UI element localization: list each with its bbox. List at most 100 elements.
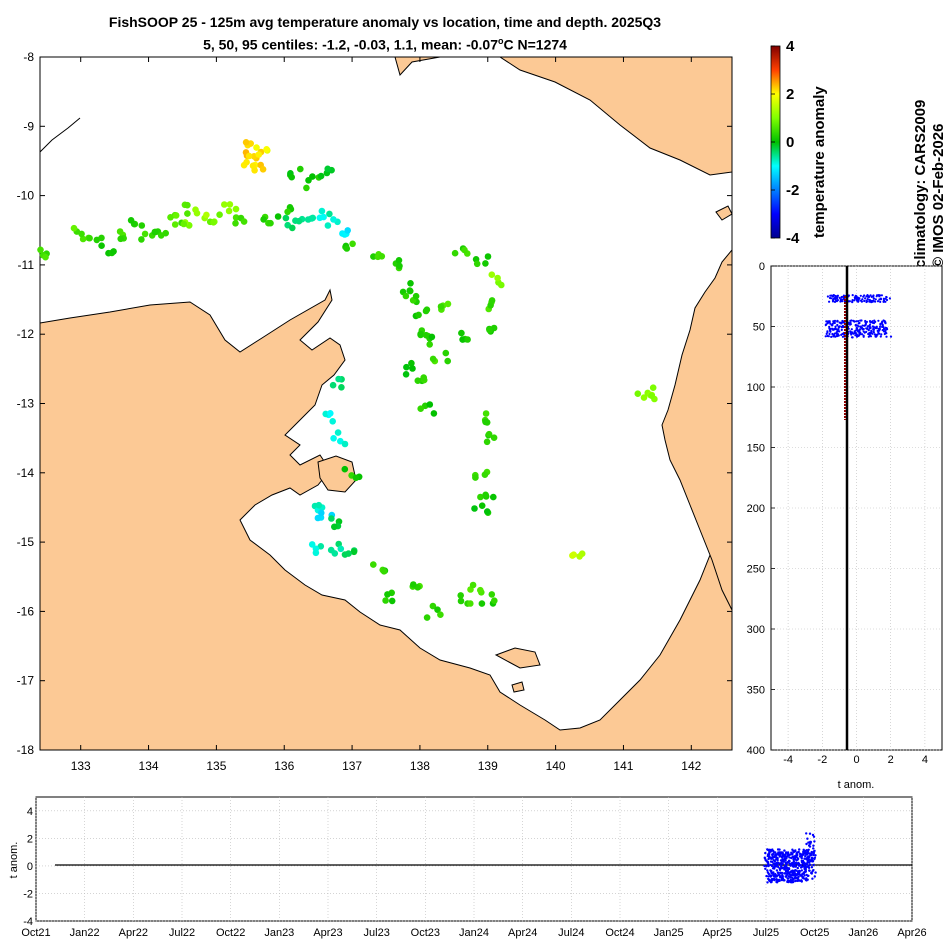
map-observation-point [349,240,356,248]
map-observation-point [649,384,657,392]
depth-observation-point [882,299,886,302]
map-observation-point [469,581,477,589]
map-observation-point [242,139,250,146]
depth-observation-point [840,295,843,299]
credit-label: © IMOS 02-Feb-2026 [930,124,947,268]
time-observation-point [767,848,770,852]
map-observation-point [203,211,210,219]
map-observation-point [303,184,310,192]
time-observation-point [809,840,812,844]
map-observation-point [295,217,303,225]
time-observation-point [768,850,771,854]
depth-observation-point [884,322,887,325]
map-observation-point [482,410,490,417]
time-observation-point [804,878,808,882]
time-observation-point [784,865,788,868]
map-observation-point [417,405,425,413]
map-observation-point [318,509,325,517]
depth-xtick-label: -4 [783,754,793,766]
map-observation-point [117,235,124,243]
depth-observation-point [875,327,878,330]
map-observation-point [423,614,431,621]
depth-observation-point [833,300,837,303]
time-observation-point [807,855,811,859]
lon-tick-label: 141 [613,759,633,773]
time-observation-point [813,857,816,861]
map-observation-point [255,151,263,158]
depth-observation-point [882,330,886,333]
map-observation-point [396,262,403,270]
map-observation-point [184,210,191,217]
map-observation-point [309,214,317,222]
map-observation-point [210,219,217,226]
time-observation-point [786,861,789,864]
map-observation-point [138,222,146,229]
colorbar-tick-label: 0 [786,134,794,151]
map-observation-point [317,172,325,180]
time-observation-point [805,849,808,852]
depth-observation-point [859,325,862,328]
map-observation-point [429,602,437,610]
time-observation-point [814,871,817,874]
depth-observation-point [836,323,839,327]
time-observation-point [774,865,777,868]
depth-observation-point [866,298,869,301]
depth-observation-point [876,333,879,336]
degree-mark: o [498,36,504,46]
time-observation-point [789,864,792,867]
time-ytick-label: 2 [27,833,33,845]
time-y-axis: 4 2 0 -2 -4 [23,806,33,928]
map-observation-point [481,471,489,479]
depth-observation-point [851,299,854,302]
map-observation-point [171,221,179,228]
depth-observation-point [854,329,857,332]
time-observation-point [814,854,817,857]
map-observation-point [274,213,282,220]
time-observation-point [785,855,788,858]
map-observation-point [328,515,335,522]
depth-observation-point [866,327,869,330]
time-observation-point [776,871,780,874]
map-observation-point [378,252,386,260]
map-observation-point [232,214,240,221]
map-observation-point [457,592,465,599]
time-observation-point [813,840,816,843]
map-observation-point [458,329,465,337]
time-xtick-label: Jan26 [848,927,878,939]
map-observation-point [317,543,325,550]
depth-observation-point [874,300,877,303]
time-observation-point [794,879,797,883]
time-observation-point [771,853,774,856]
map-observation-point [267,219,274,227]
map-observation-point [482,260,489,267]
lat-tick-label: -13 [17,397,35,411]
depth-observation-point [858,321,861,325]
map-observation-point [172,212,180,219]
depth-observation-point [880,333,883,336]
depth-observation-point [881,325,884,328]
map-observation-point [437,303,445,310]
map-observation-point [98,234,105,242]
map-observation-point [422,307,430,315]
depth-tick-label: 150 [747,443,765,455]
time-observation-point [806,837,809,840]
map-observation-point [444,300,452,308]
depth-observation-point [841,335,845,338]
depth-observation-point [851,336,854,339]
depth-observation-point [830,323,833,326]
map-observation-point [240,218,248,225]
depth-observation-point [830,297,833,300]
time-observation-point [781,877,785,880]
lat-tick-label: -14 [17,466,35,480]
depth-observation-point [876,300,880,303]
depth-observation-point [872,297,876,300]
time-ytick-label: 4 [27,806,33,818]
depth-observation-point [828,300,831,303]
depth-observation-point [824,323,827,327]
map-observation-point [151,228,159,236]
map-observation-point [343,245,351,252]
depth-observation-point [876,329,879,332]
depth-observation-point [841,319,844,323]
time-observation-point [788,872,791,876]
lon-tick-label: 139 [478,759,498,773]
